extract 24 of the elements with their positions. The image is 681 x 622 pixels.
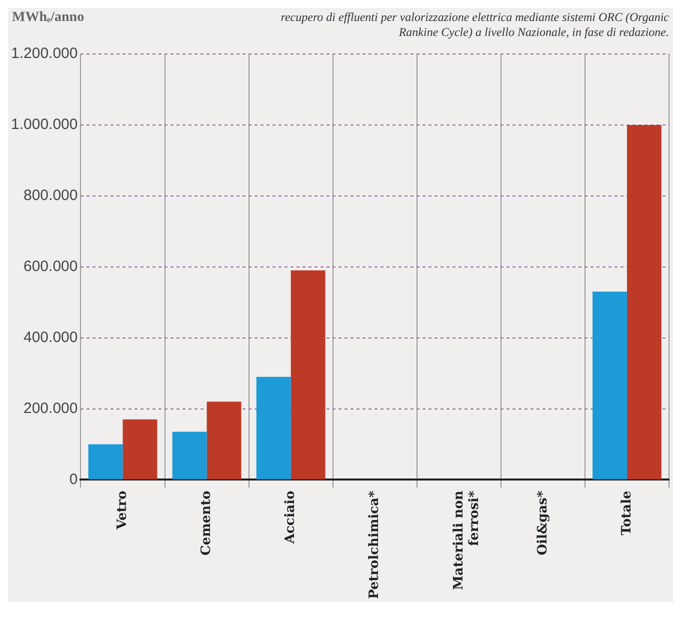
y-tick-label: 800.000 (23, 187, 78, 204)
x-tick-label: Vetro (115, 490, 130, 530)
bar (626, 124, 662, 480)
x-tick-label: Materiali non ferrosi* (451, 490, 482, 590)
bar (290, 270, 326, 480)
x-tick-label: Petrolchimica* (367, 490, 382, 600)
x-tick-label: Totale (619, 490, 634, 536)
bar (592, 292, 627, 480)
y-tick-label: 0 (69, 470, 78, 488)
bar (172, 432, 207, 480)
bar (88, 444, 123, 480)
y-tick-label: 400.000 (23, 328, 78, 346)
y-tick-label: 600.000 (23, 258, 78, 275)
x-tick-label: Acciaio (283, 490, 298, 545)
y-axis-title: MWhₑ/anno (12, 10, 84, 26)
bar (122, 419, 158, 480)
bar (206, 402, 242, 480)
y-tick-label: 200.000 (23, 400, 78, 417)
y-tick-label: 1.000.000 (10, 116, 78, 134)
x-tick-label: Cemento (199, 490, 214, 556)
x-tick-label: Oil&gas* (535, 490, 550, 556)
bar (256, 376, 291, 480)
y-tick-label: 1.200.000 (10, 45, 78, 62)
text: recupero di effluenti per valorizzazione elettrica mediante sistemi ORC (Organic Rankine Cycle) a livello Nazionale, in fase di redazione. (280, 10, 669, 40)
